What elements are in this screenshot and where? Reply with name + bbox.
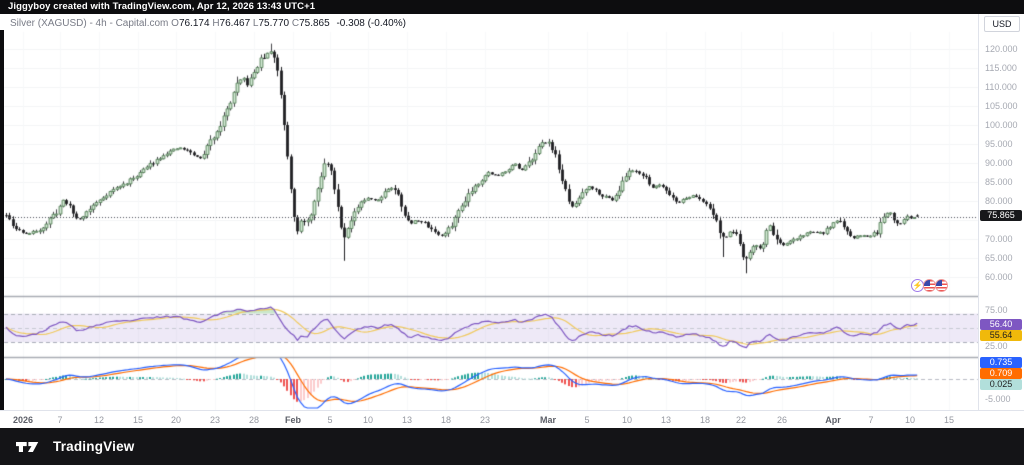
price-axis-label: 110.000 bbox=[985, 82, 1017, 93]
time-axis-label: 13 bbox=[660, 415, 671, 425]
time-axis-label: 15 bbox=[132, 415, 143, 425]
price-axis-label: 105.000 bbox=[985, 101, 1018, 112]
time-axis-label: 13 bbox=[401, 415, 412, 425]
time-axis-label: 20 bbox=[170, 415, 181, 425]
event-markers[interactable]: ⚡ bbox=[911, 279, 948, 293]
chart-area[interactable]: Silver (XAGUSD) - 4h - Capital.com O76.1… bbox=[0, 14, 1024, 429]
open-value: 76.174 bbox=[178, 18, 210, 29]
chart-canvas[interactable] bbox=[0, 14, 1024, 428]
time-axis-label: 10 bbox=[621, 415, 632, 425]
tradingview-logo-icon[interactable] bbox=[16, 439, 44, 455]
time-axis-label: 5 bbox=[327, 415, 333, 425]
price-axis-label: 85.000 bbox=[985, 176, 1013, 187]
time-axis-label: Mar bbox=[539, 415, 556, 425]
rsi-value-badge: 56.40 bbox=[980, 319, 1022, 330]
symbol-legend[interactable]: Silver (XAGUSD) - 4h - Capital.com O76.1… bbox=[10, 18, 406, 29]
left-edge-strip bbox=[0, 30, 4, 428]
change-value: -0.308 (-0.40%) bbox=[336, 18, 406, 29]
price-axis-label: 90.000 bbox=[985, 158, 1013, 168]
flag-canton bbox=[924, 280, 930, 286]
price-axis-label: 100.000 bbox=[985, 120, 1018, 131]
price-axis-label: 95.000 bbox=[985, 139, 1013, 150]
price-axis-label: 120.000 bbox=[985, 44, 1018, 55]
attribution-text: Jiggyboy created with TradingView.com, A… bbox=[8, 1, 316, 12]
time-axis-label: 22 bbox=[735, 415, 746, 425]
time-axis-label: 15 bbox=[943, 415, 954, 425]
time-axis-label: 7 bbox=[57, 415, 63, 425]
lightning-event-icon[interactable]: ⚡ bbox=[911, 279, 924, 292]
macd-signal-badge: 0.709 bbox=[980, 368, 1022, 379]
footer-bar: TradingView bbox=[0, 428, 1024, 465]
time-axis-label: 18 bbox=[699, 415, 710, 425]
us-flag-event-icon[interactable] bbox=[935, 279, 948, 292]
time-axis-label: 12 bbox=[93, 415, 104, 425]
price-axis-label: 60.000 bbox=[985, 271, 1013, 282]
macd-tick-label: -5.000 bbox=[985, 394, 1011, 404]
price-axis-label: 70.000 bbox=[985, 233, 1013, 244]
time-axis-label: Apr bbox=[825, 415, 841, 425]
time-axis-label: 10 bbox=[904, 415, 915, 425]
rsi-lower-label: 25.00 bbox=[985, 341, 1008, 351]
rsi-ma-badge: 55.64 bbox=[980, 330, 1022, 341]
time-axis-label: 26 bbox=[776, 415, 787, 425]
brand-name[interactable]: TradingView bbox=[53, 439, 135, 454]
flag-canton bbox=[936, 280, 942, 286]
time-axis-label: 10 bbox=[362, 415, 373, 425]
low-value: 75.770 bbox=[258, 18, 290, 29]
last-price-badge: 75.865 bbox=[980, 210, 1022, 221]
time-axis-label: 18 bbox=[440, 415, 451, 425]
time-axis-label: 23 bbox=[479, 415, 490, 425]
time-axis-label: 23 bbox=[209, 415, 220, 425]
macd-hist-badge: 0.025 bbox=[980, 379, 1022, 390]
time-axis-label: 28 bbox=[248, 415, 259, 425]
price-axis-label: 115.000 bbox=[985, 63, 1017, 74]
currency-label[interactable]: USD bbox=[984, 16, 1020, 32]
macd-value-badge: 0.735 bbox=[980, 357, 1022, 368]
high-value: 76.467 bbox=[219, 18, 251, 29]
time-axis-label: 2026 bbox=[12, 415, 34, 425]
ohlc-readout: O76.174 H76.467 L75.770 C75.865 -0.308 (… bbox=[171, 18, 406, 29]
time-axis[interactable]: 2026 7 12 15 20 23 28 Feb 5 10 13 18 23 Mar 5 10 13 18 22 2… bbox=[0, 410, 1024, 429]
time-axis-label: 5 bbox=[584, 415, 590, 425]
rsi-upper-label: 75.00 bbox=[985, 305, 1008, 315]
price-axis-label: 80.000 bbox=[985, 195, 1013, 206]
time-axis-label: 7 bbox=[868, 415, 874, 425]
time-axis-label: Feb bbox=[284, 415, 301, 425]
close-value: 75.865 bbox=[299, 18, 330, 29]
price-axis-label: 65.000 bbox=[985, 252, 1013, 263]
attribution-bar: Jiggyboy created with TradingView.com, A… bbox=[0, 0, 1024, 14]
symbol-title: Silver (XAGUSD) - 4h - Capital.com bbox=[10, 18, 169, 29]
